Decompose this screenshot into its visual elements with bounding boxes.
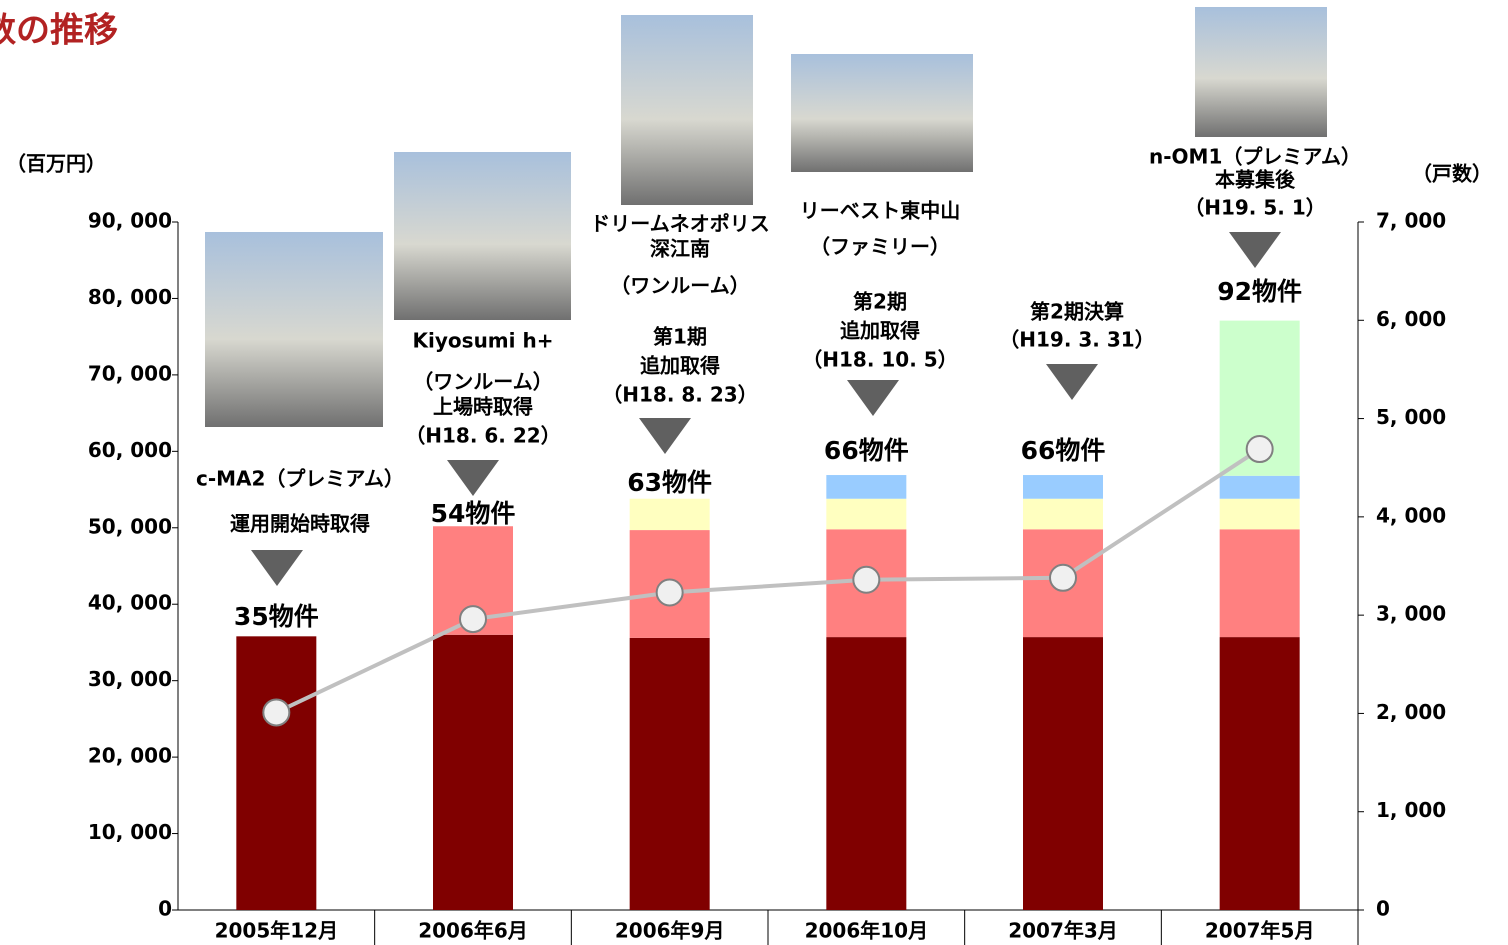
line-marker <box>655 578 684 607</box>
chart-title: 数の推移 <box>0 11 118 51</box>
arrow <box>251 550 303 586</box>
x-tick-label: 2007年3月 <box>1008 919 1118 943</box>
count-label: 35物件 <box>234 602 319 631</box>
bar-segment <box>1219 498 1300 530</box>
y-tick-label: 80, 000 <box>88 285 172 309</box>
arrow <box>1229 232 1281 268</box>
photo <box>205 232 383 427</box>
bar-segment <box>1023 498 1103 530</box>
annotation: （ワンルーム） <box>413 370 552 394</box>
y2-tick-label: 3, 000 <box>1376 602 1446 626</box>
count-label: 66物件 <box>824 436 909 465</box>
photo <box>1195 7 1327 137</box>
bar-segment <box>629 637 710 910</box>
bar-segment <box>1219 475 1300 499</box>
y-tick-label: 50, 000 <box>88 514 172 538</box>
annotation: c-MA2（プレミアム） <box>196 467 404 491</box>
bar-segment <box>1219 529 1300 638</box>
line-marker <box>1245 435 1274 464</box>
y2-tick-label: 0 <box>1376 897 1390 921</box>
y-tick-label: 10, 000 <box>88 820 172 844</box>
count-label: 66物件 <box>1021 436 1106 465</box>
line <box>275 447 1261 715</box>
annotation: 深江南 <box>650 237 710 261</box>
y2-tick-label: 5, 000 <box>1376 405 1446 429</box>
x-tick-label: 2006年10月 <box>805 919 929 943</box>
photo <box>394 152 571 320</box>
x-tick-label: 2007年5月 <box>1205 919 1315 943</box>
annotation: 第2期決算 <box>1030 300 1124 324</box>
annotation: ドリームネオポリス <box>590 212 769 236</box>
annotation: 上場時取得 <box>433 395 533 419</box>
bar-segment <box>236 636 317 910</box>
y-tick-label: 60, 000 <box>88 438 172 462</box>
line-marker <box>852 565 881 594</box>
count-label: 63物件 <box>627 468 712 497</box>
line-marker <box>262 698 291 727</box>
photo <box>621 15 753 205</box>
y2-axis-label: （戸数） <box>1412 162 1492 186</box>
count-label: 92物件 <box>1217 277 1302 306</box>
y2-tick-label: 7, 000 <box>1376 209 1446 233</box>
annotation: （ファミリー） <box>810 235 950 259</box>
x-tick-label: 2006年6月 <box>418 919 528 943</box>
photo <box>791 54 973 172</box>
annotation: リーベスト東中山 <box>800 199 960 223</box>
arrow <box>639 418 691 454</box>
x-tick-label: 2006年9月 <box>615 919 725 943</box>
annotation: 追加取得 <box>640 354 720 378</box>
y2-tick-label: 1, 000 <box>1376 798 1446 822</box>
line-marker <box>459 605 487 634</box>
y2-tick-label: 2, 000 <box>1376 700 1446 724</box>
y-tick-label: 30, 000 <box>88 667 172 691</box>
annotation: 本募集後 <box>1215 168 1296 192</box>
arrow <box>447 460 499 496</box>
arrow <box>1046 364 1098 400</box>
bar-segment <box>1023 637 1103 910</box>
arrow <box>847 380 899 416</box>
annotation: 第2期 <box>853 290 907 314</box>
annotation: （H19. 5. 1） <box>1184 196 1326 220</box>
annotation: （H18. 8. 23） <box>602 383 757 407</box>
annotation: （H18. 10. 5） <box>802 348 957 372</box>
line-marker <box>1049 563 1077 592</box>
annotation: （H19. 3. 31） <box>999 328 1154 352</box>
y-tick-label: 20, 000 <box>88 744 172 768</box>
y-tick-label: 90, 000 <box>88 209 172 233</box>
bar-segment <box>433 634 513 910</box>
count-label: 54物件 <box>431 499 516 528</box>
annotation: 第1期 <box>653 325 707 349</box>
annotation: （ワンルーム） <box>610 274 749 298</box>
y-tick-label: 70, 000 <box>88 361 172 385</box>
y-tick-label: 0 <box>158 897 172 921</box>
annotation: n-OM1（プレミアム） <box>1149 145 1361 169</box>
y2-tick-label: 6, 000 <box>1376 307 1446 331</box>
annotation: Kiyosumi h+ <box>413 329 554 353</box>
annotation: 追加取得 <box>840 319 920 343</box>
y2-tick-label: 4, 000 <box>1376 503 1446 527</box>
bar-segment <box>1219 637 1300 910</box>
bar-segment <box>1023 475 1103 499</box>
y-axis-label: （百万円） <box>6 152 106 176</box>
bar-segment <box>826 637 907 910</box>
annotation: （H18. 6. 22） <box>405 424 560 448</box>
x-tick-label: 2005年12月 <box>215 919 339 943</box>
annotation: 運用開始時取得 <box>230 512 370 536</box>
bar-segment <box>826 475 907 499</box>
bar-segment <box>826 498 907 530</box>
y-tick-label: 40, 000 <box>88 591 172 615</box>
bar-segment <box>629 498 710 531</box>
